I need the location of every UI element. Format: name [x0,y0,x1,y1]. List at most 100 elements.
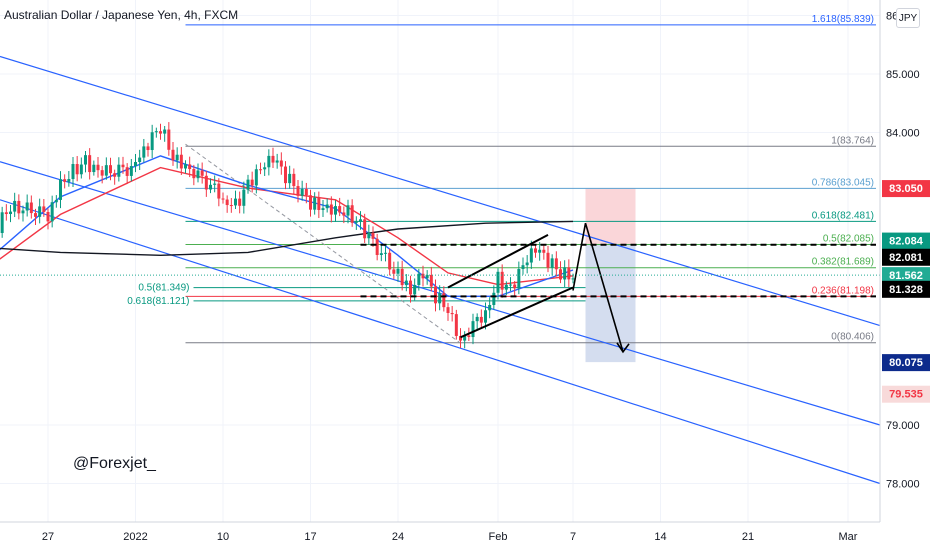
price-label: 81.562 [889,270,923,282]
candle-body [71,164,75,180]
candle-body [196,170,200,179]
y-tick-label: 85.000 [886,69,920,81]
x-tick-label: Mar [839,531,858,543]
candle-body [184,164,187,169]
candle-body [50,202,54,222]
wedge-lower [460,286,574,339]
price-label-bg [882,385,930,403]
candle-body [279,160,283,167]
candle-body [500,271,504,290]
axes: 86.00085.00084.00079.00078.0002720221017… [0,0,920,543]
candle-body [271,155,275,163]
candle-body [100,170,104,176]
candle-body [392,269,396,274]
candle-body [496,271,500,293]
price-labels: 83.05082.08482.08181.56201:52:2481.32880… [882,180,930,403]
candle-body [479,316,483,323]
fib-label: 0.236(81.198) [812,285,874,296]
candle-body [529,248,533,263]
candle-body [521,265,525,270]
x-tick-label: 7 [570,531,576,543]
x-tick-label: Feb [489,531,508,543]
price-label-bg [882,248,930,266]
candle-body [438,293,442,304]
y-tick-label: 78.000 [886,479,920,491]
candle-body [350,205,354,223]
candle-body [354,221,358,223]
trade-zone [585,188,636,245]
candle-body [209,184,212,190]
fib-label: 0.618(82.481) [812,210,874,221]
candle-body [379,253,383,255]
candle-body [534,248,537,253]
candle-body [188,164,192,170]
candle-body [400,268,404,286]
candle-body [54,199,58,203]
chart-title: Australian Dollar / Japanese Yen, 4h, FX… [4,8,239,22]
grid [0,0,880,522]
candle-body [538,249,542,253]
candle-body [109,165,112,174]
currency-badge[interactable]: JPY [896,8,920,28]
candle-body [200,170,204,176]
candle-body [163,129,167,134]
fib-label-left: 0.618(81.121) [127,296,189,307]
trade-zones [585,188,636,363]
candle-body [79,164,83,175]
wedge-upper [447,234,549,289]
candle-body [46,211,50,222]
candle-body [142,146,146,158]
candle-body [267,155,271,168]
candle-body [238,198,242,206]
candle-body [300,188,304,196]
x-tick-label: 21 [742,531,754,543]
fib-label: 0.786(83.045) [812,177,874,188]
candle-body [363,219,367,239]
fib-label: 1(83.764) [831,135,874,146]
candle-body [225,199,229,206]
candle-body [321,208,325,210]
candle-body [375,238,379,255]
price-label: 79.535 [889,389,923,401]
candle-body [504,284,508,290]
candle-body [309,195,312,210]
candle-body [459,335,462,341]
fib-label: 0(80.406) [831,332,874,343]
candle-body [384,252,387,254]
candle-body [346,205,350,216]
price-label: 81.328 [889,284,923,296]
candle-body [471,321,475,338]
candle-body [342,212,346,216]
y-tick-label: 84.000 [886,128,920,140]
candle-body [117,164,121,177]
candle-body [284,166,287,184]
arrow-head [616,342,630,354]
candle-body [571,278,575,280]
x-tick-label: 10 [217,531,229,543]
candle-body [475,316,479,322]
candle-body [413,284,417,295]
x-tick-label: 27 [42,531,54,543]
candle-body [171,149,175,161]
candle-body [425,274,429,279]
moving-average [0,220,574,257]
candle-body [559,269,562,280]
candle-body [9,211,12,215]
candle-body [13,200,17,212]
candle-body [359,219,362,222]
candle-body [563,267,567,280]
candle-body [338,206,342,213]
candle-body [29,202,33,214]
dashed-trend [185,143,461,344]
candle-body [404,280,408,286]
fib-levels: 1.618(85.839) 1(83.764) 0.786(83.045) 0.618… [127,14,876,344]
candle-body [234,198,237,206]
fib-label: 1.618(85.839) [812,14,874,25]
candle-body [242,189,246,206]
candle-body [67,179,71,182]
candle-body [63,179,67,182]
price-label-bg [882,280,930,298]
candle-body [221,198,225,200]
candle-body [317,197,321,210]
